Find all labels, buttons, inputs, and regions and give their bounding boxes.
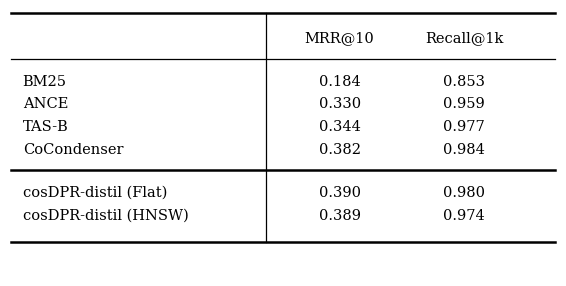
Text: 0.390: 0.390: [319, 186, 361, 200]
Text: 0.853: 0.853: [443, 75, 485, 88]
Text: ANCE: ANCE: [23, 98, 68, 111]
Text: 0.382: 0.382: [319, 143, 361, 157]
Text: 0.389: 0.389: [319, 209, 361, 223]
Text: 0.184: 0.184: [319, 75, 361, 88]
Text: MRR@10: MRR@10: [305, 32, 375, 45]
Text: 0.330: 0.330: [319, 98, 361, 111]
Text: 0.959: 0.959: [443, 98, 485, 111]
Text: BM25: BM25: [23, 75, 67, 88]
Text: 0.984: 0.984: [443, 143, 485, 157]
Text: TAS-B: TAS-B: [23, 120, 68, 134]
Text: CoCondenser: CoCondenser: [23, 143, 123, 157]
Text: cosDPR-distil (HNSW): cosDPR-distil (HNSW): [23, 209, 188, 223]
Text: cosDPR-distil (Flat): cosDPR-distil (Flat): [23, 186, 167, 200]
Text: 0.344: 0.344: [319, 120, 361, 134]
Text: 0.974: 0.974: [443, 209, 485, 223]
Text: 0.977: 0.977: [443, 120, 485, 134]
Text: Recall@1k: Recall@1k: [425, 32, 503, 45]
Text: 0.980: 0.980: [443, 186, 485, 200]
